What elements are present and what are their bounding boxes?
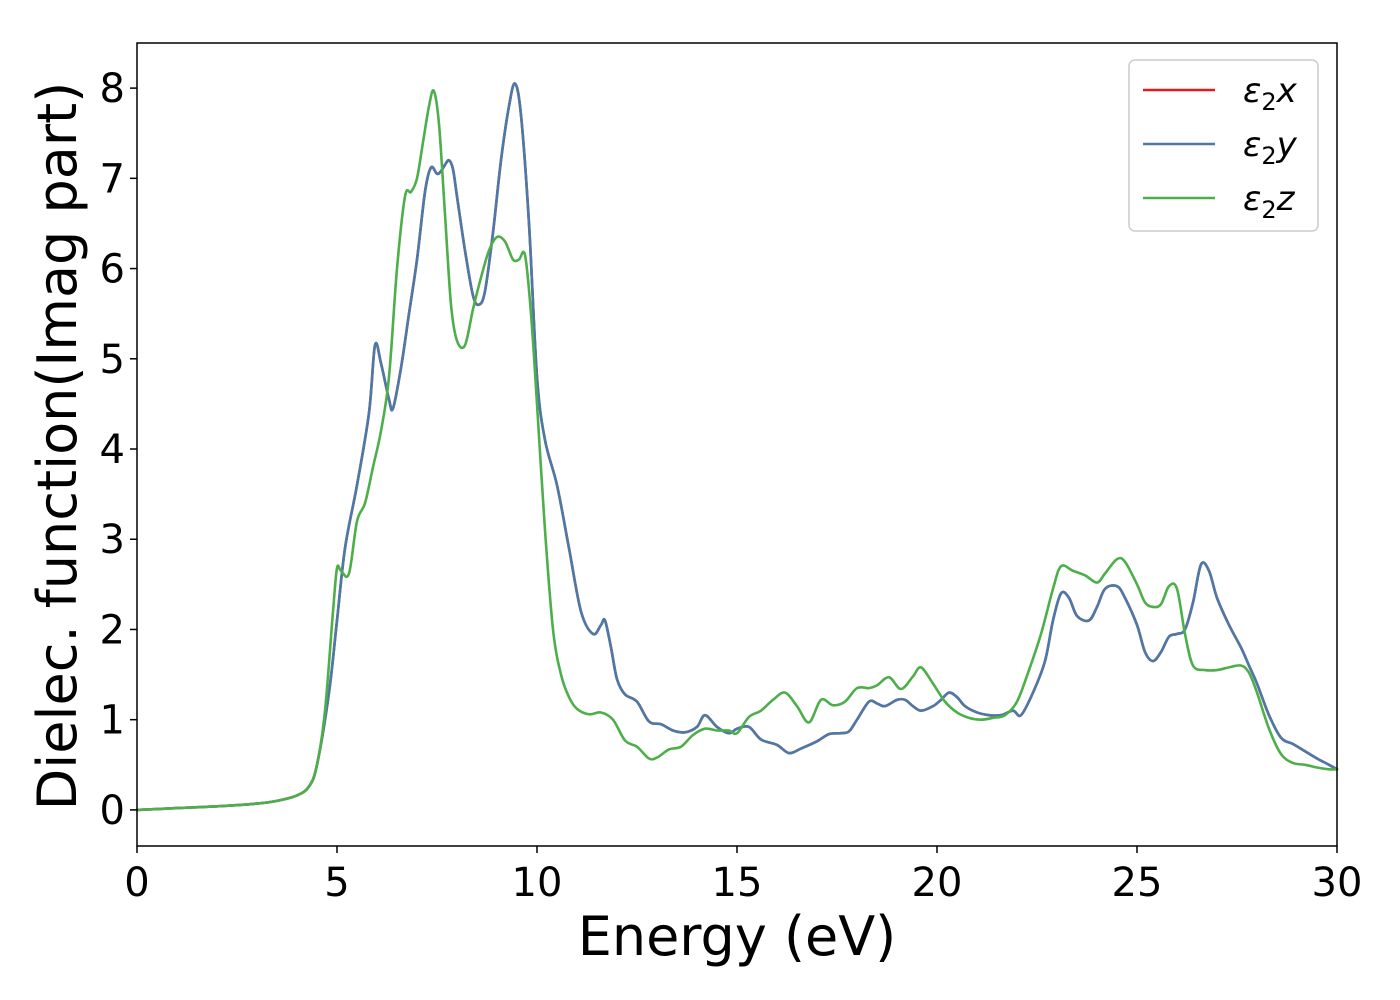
x-tick-label: 30 bbox=[1312, 860, 1363, 906]
y-tick-label: 8 bbox=[100, 66, 125, 112]
legend: ε2x ε2y ε2z bbox=[1128, 59, 1319, 232]
y-tick-label: 0 bbox=[100, 788, 125, 834]
x-tick-label: 5 bbox=[324, 860, 349, 906]
legend-box bbox=[1128, 59, 1319, 232]
y-axis-ticks: 0 1 2 3 4 5 6 7 8 bbox=[100, 66, 137, 834]
y-tick-label: 4 bbox=[100, 427, 125, 473]
series-lines bbox=[135, 82, 1339, 812]
legend-items: ε2x ε2y ε2z bbox=[1143, 71, 1298, 224]
legend-label-1: ε2x bbox=[1243, 71, 1298, 116]
y-tick-label: 7 bbox=[100, 156, 125, 202]
x-tick-label: 10 bbox=[512, 860, 563, 906]
x-axis-label: Energy (eV) bbox=[578, 905, 897, 968]
x-tick-label: 15 bbox=[712, 860, 763, 906]
series-line-3 bbox=[135, 88, 1339, 812]
legend-label-3: ε2z bbox=[1243, 179, 1296, 224]
legend-label-2: ε2y bbox=[1243, 125, 1298, 170]
y-tick-label: 3 bbox=[100, 517, 125, 563]
y-tick-label: 2 bbox=[100, 607, 125, 653]
x-tick-label: 0 bbox=[124, 860, 149, 906]
x-tick-label: 20 bbox=[912, 860, 963, 906]
y-tick-label: 5 bbox=[100, 337, 125, 383]
series-line-2 bbox=[135, 82, 1339, 812]
x-tick-label: 25 bbox=[1112, 860, 1163, 906]
y-tick-label: 1 bbox=[100, 698, 125, 744]
y-axis-label: Dielec. function(Imag part) bbox=[26, 82, 89, 811]
x-axis-ticks: 0 5 10 15 20 25 30 bbox=[124, 846, 1362, 906]
y-tick-label: 6 bbox=[100, 247, 125, 293]
